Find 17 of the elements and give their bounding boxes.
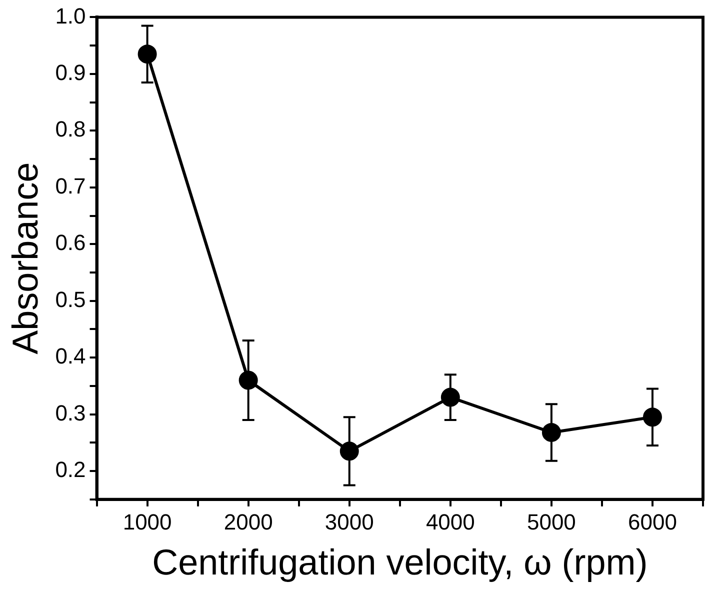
y-tick-label: 1.0	[55, 3, 86, 28]
y-tick-label: 0.5	[55, 286, 86, 312]
y-tick-label: 0.9	[55, 60, 86, 85]
x-tick-label: 2000	[224, 510, 273, 535]
y-tick-label: 0.6	[55, 230, 86, 256]
x-axis-title: Centrifugation velocity, ω (rpm)	[152, 541, 648, 582]
x-tick-label: 1000	[122, 510, 172, 535]
y-tick-label: 0.7	[55, 173, 86, 198]
y-axis-title: Absorbance	[4, 162, 46, 354]
x-tick-label: 4000	[426, 510, 475, 535]
x-tick-label: 5000	[526, 510, 576, 535]
x-tick-label: 6000	[628, 510, 677, 535]
y-tick-label: 0.4	[55, 344, 86, 369]
y-tick-label: 0.2	[55, 457, 86, 482]
x-tick-label: 3000	[324, 510, 374, 535]
y-tick-label: 0.3	[55, 400, 86, 426]
y-tick-label: 0.8	[55, 116, 86, 142]
